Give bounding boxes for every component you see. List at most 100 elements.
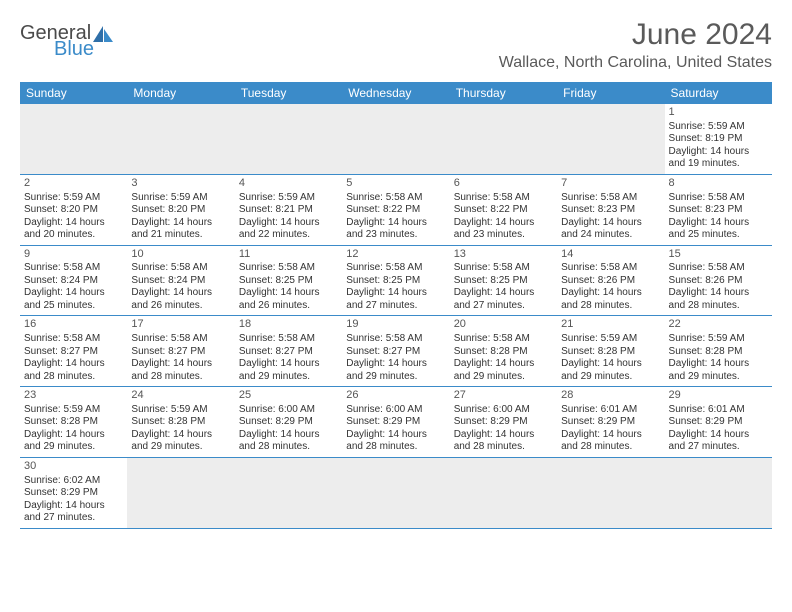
day-info-line: Sunset: 8:20 PM — [24, 204, 123, 217]
day-info-line: Sunrise: 5:58 AM — [454, 262, 553, 275]
calendar-table: Sunday Monday Tuesday Wednesday Thursday… — [20, 82, 772, 529]
day-info-line: Sunset: 8:29 PM — [454, 416, 553, 429]
day-cell — [342, 104, 449, 174]
day-cell: 2Sunrise: 5:59 AMSunset: 8:20 PMDaylight… — [20, 174, 127, 245]
day-info-line: Daylight: 14 hours — [346, 287, 445, 300]
day-number: 12 — [346, 248, 445, 262]
day-cell — [127, 104, 234, 174]
day-number: 17 — [131, 318, 230, 332]
day-number: 10 — [131, 248, 230, 262]
day-info-line: Daylight: 14 hours — [239, 287, 338, 300]
week-row: 2Sunrise: 5:59 AMSunset: 8:20 PMDaylight… — [20, 174, 772, 245]
day-info-line: Daylight: 14 hours — [561, 217, 660, 230]
day-cell: 16Sunrise: 5:58 AMSunset: 8:27 PMDayligh… — [20, 316, 127, 387]
day-info-line: and 27 minutes. — [454, 300, 553, 313]
day-number: 4 — [239, 177, 338, 191]
day-info-line: Sunset: 8:25 PM — [346, 275, 445, 288]
day-number: 28 — [561, 389, 660, 403]
day-info-line: Daylight: 14 hours — [131, 287, 230, 300]
day-number: 14 — [561, 248, 660, 262]
day-cell — [235, 104, 342, 174]
day-header: Monday — [127, 82, 234, 104]
day-info-line: Daylight: 14 hours — [454, 429, 553, 442]
day-info-line: Sunrise: 5:58 AM — [346, 333, 445, 346]
day-cell — [450, 104, 557, 174]
day-info-line: Sunrise: 5:58 AM — [239, 262, 338, 275]
day-cell: 28Sunrise: 6:01 AMSunset: 8:29 PMDayligh… — [557, 387, 664, 458]
day-info-line: Daylight: 14 hours — [239, 217, 338, 230]
day-number: 8 — [669, 177, 768, 191]
day-header: Tuesday — [235, 82, 342, 104]
day-info-line: and 23 minutes. — [454, 229, 553, 242]
day-info-line: Sunset: 8:28 PM — [561, 346, 660, 359]
day-number: 25 — [239, 389, 338, 403]
day-cell: 5Sunrise: 5:58 AMSunset: 8:22 PMDaylight… — [342, 174, 449, 245]
day-number: 30 — [24, 460, 123, 474]
week-row: 30Sunrise: 6:02 AMSunset: 8:29 PMDayligh… — [20, 457, 772, 528]
day-cell: 14Sunrise: 5:58 AMSunset: 8:26 PMDayligh… — [557, 245, 664, 316]
day-cell: 17Sunrise: 5:58 AMSunset: 8:27 PMDayligh… — [127, 316, 234, 387]
day-number: 20 — [454, 318, 553, 332]
day-number: 1 — [669, 106, 768, 120]
day-header: Sunday — [20, 82, 127, 104]
day-info-line: Sunrise: 5:59 AM — [131, 404, 230, 417]
day-info-line: and 28 minutes. — [131, 371, 230, 384]
day-number: 15 — [669, 248, 768, 262]
day-info-line: Daylight: 14 hours — [131, 217, 230, 230]
day-info-line: Sunrise: 5:58 AM — [24, 333, 123, 346]
week-row: 23Sunrise: 5:59 AMSunset: 8:28 PMDayligh… — [20, 387, 772, 458]
day-info-line: Sunset: 8:29 PM — [669, 416, 768, 429]
day-number: 18 — [239, 318, 338, 332]
day-info-line: and 28 minutes. — [561, 300, 660, 313]
week-row: 1Sunrise: 5:59 AMSunset: 8:19 PMDaylight… — [20, 104, 772, 174]
day-cell: 29Sunrise: 6:01 AMSunset: 8:29 PMDayligh… — [665, 387, 772, 458]
day-cell — [20, 104, 127, 174]
day-info-line: Sunrise: 5:59 AM — [239, 192, 338, 205]
day-info-line: and 25 minutes. — [24, 300, 123, 313]
day-info-line: Daylight: 14 hours — [24, 217, 123, 230]
day-info-line: Sunset: 8:27 PM — [131, 346, 230, 359]
day-cell: 4Sunrise: 5:59 AMSunset: 8:21 PMDaylight… — [235, 174, 342, 245]
day-cell: 30Sunrise: 6:02 AMSunset: 8:29 PMDayligh… — [20, 457, 127, 528]
day-info-line: Sunset: 8:29 PM — [239, 416, 338, 429]
day-info-line: Daylight: 14 hours — [346, 429, 445, 442]
day-cell: 9Sunrise: 5:58 AMSunset: 8:24 PMDaylight… — [20, 245, 127, 316]
day-info-line: Sunset: 8:24 PM — [24, 275, 123, 288]
day-info-line: Sunrise: 5:58 AM — [346, 262, 445, 275]
day-info-line: Daylight: 14 hours — [561, 287, 660, 300]
day-info-line: Sunset: 8:29 PM — [346, 416, 445, 429]
day-info-line: and 25 minutes. — [669, 229, 768, 242]
day-number: 2 — [24, 177, 123, 191]
day-info-line: and 28 minutes. — [669, 300, 768, 313]
day-cell: 22Sunrise: 5:59 AMSunset: 8:28 PMDayligh… — [665, 316, 772, 387]
day-info-line: Sunrise: 6:01 AM — [561, 404, 660, 417]
day-info-line: Sunrise: 5:58 AM — [131, 262, 230, 275]
day-number: 13 — [454, 248, 553, 262]
day-info-line: Sunrise: 6:00 AM — [454, 404, 553, 417]
day-number: 29 — [669, 389, 768, 403]
day-number: 26 — [346, 389, 445, 403]
day-info-line: Sunrise: 5:59 AM — [669, 333, 768, 346]
day-info-line: and 19 minutes. — [669, 158, 768, 171]
day-cell: 13Sunrise: 5:58 AMSunset: 8:25 PMDayligh… — [450, 245, 557, 316]
day-info-line: and 29 minutes. — [239, 371, 338, 384]
day-info-line: and 28 minutes. — [561, 441, 660, 454]
day-info-line: Daylight: 14 hours — [561, 429, 660, 442]
day-info-line: Daylight: 14 hours — [454, 287, 553, 300]
title-block: June 2024 Wallace, North Carolina, Unite… — [499, 18, 772, 78]
day-info-line: Daylight: 14 hours — [669, 146, 768, 159]
day-header: Thursday — [450, 82, 557, 104]
day-cell: 8Sunrise: 5:58 AMSunset: 8:23 PMDaylight… — [665, 174, 772, 245]
day-info-line: and 28 minutes. — [24, 371, 123, 384]
day-info-line: and 29 minutes. — [561, 371, 660, 384]
day-info-line: Sunrise: 5:58 AM — [561, 262, 660, 275]
day-cell: 10Sunrise: 5:58 AMSunset: 8:24 PMDayligh… — [127, 245, 234, 316]
day-info-line: Sunrise: 5:59 AM — [669, 121, 768, 134]
day-info-line: Daylight: 14 hours — [561, 358, 660, 371]
day-info-line: Sunrise: 5:58 AM — [669, 192, 768, 205]
day-info-line: and 28 minutes. — [454, 441, 553, 454]
day-info-line: Sunset: 8:29 PM — [561, 416, 660, 429]
day-number: 7 — [561, 177, 660, 191]
day-info-line: Sunset: 8:26 PM — [561, 275, 660, 288]
day-number: 16 — [24, 318, 123, 332]
